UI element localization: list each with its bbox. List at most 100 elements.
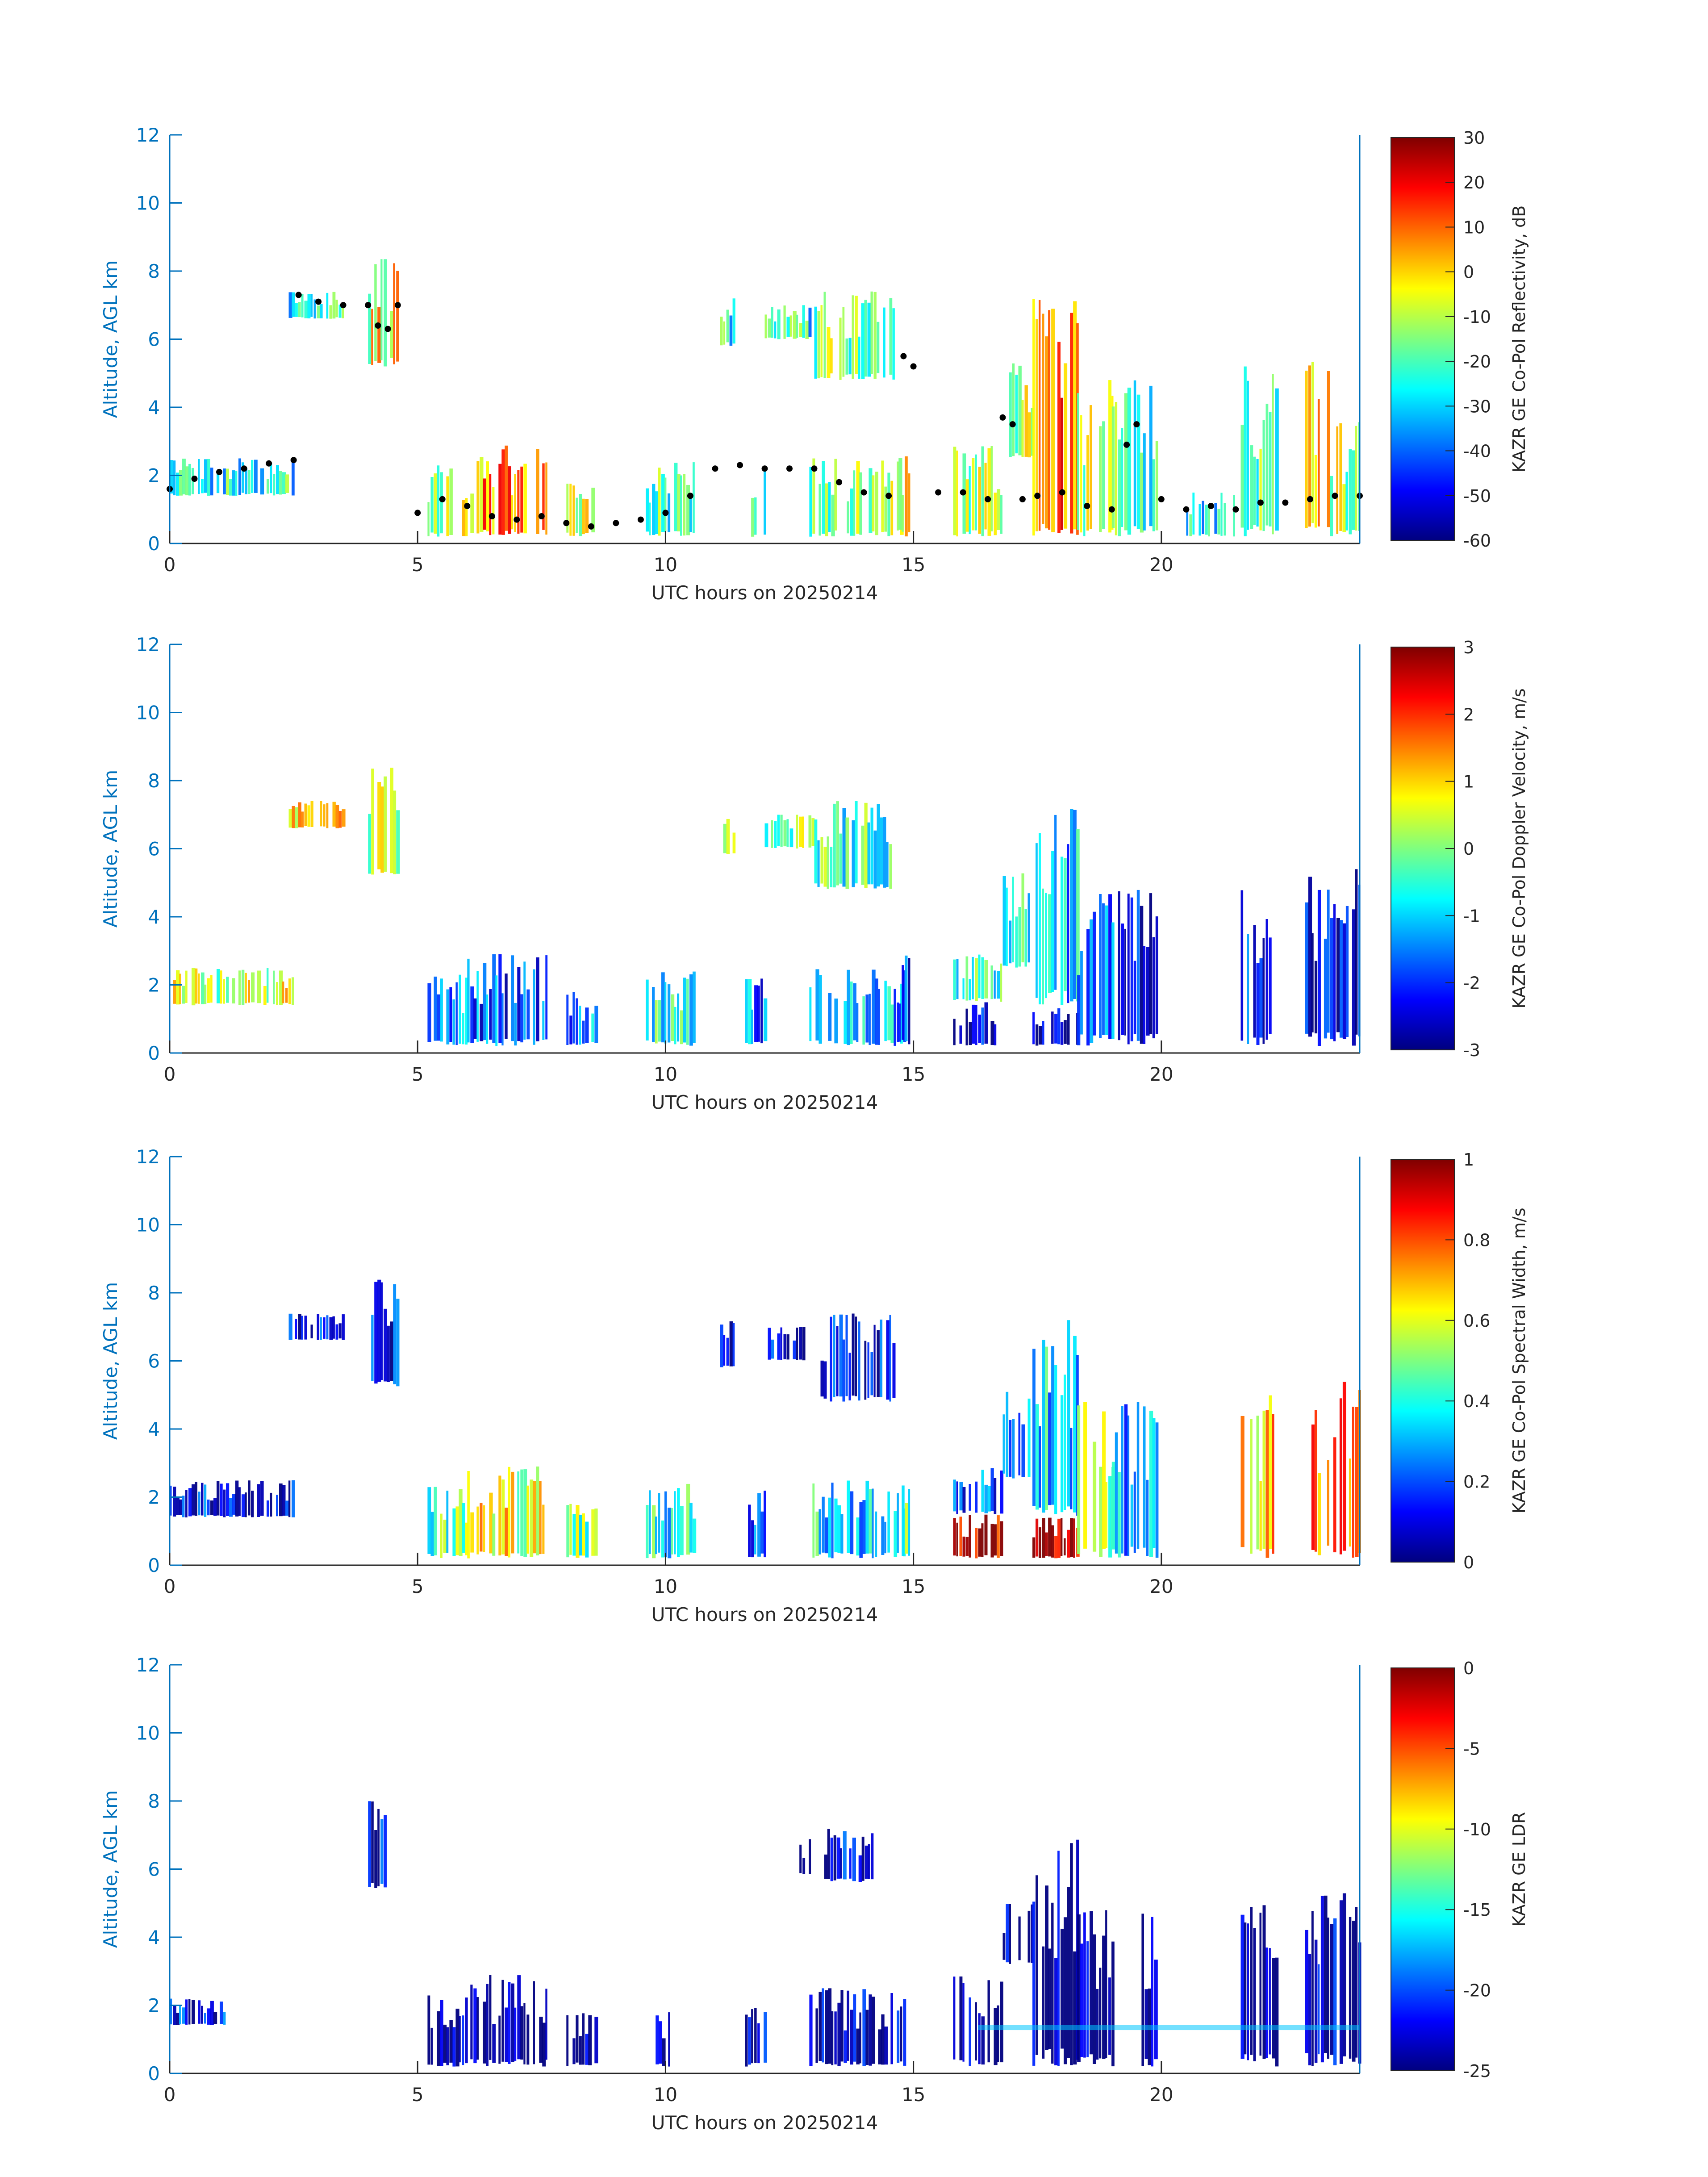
cloud-base-point	[1332, 493, 1338, 499]
echo-region	[371, 1279, 400, 1387]
cloud-base-point	[637, 516, 644, 523]
echo-region	[1240, 1395, 1274, 1558]
x-tick-label: 5	[412, 2084, 424, 2106]
echo-region	[1305, 362, 1330, 528]
echo-region	[427, 1995, 468, 2067]
y-tick-label: 2	[148, 974, 160, 996]
colorbar-tick-label: 3	[1463, 638, 1474, 657]
colorbar-tick-label: 10	[1463, 217, 1485, 237]
cloud-base-point	[761, 465, 768, 472]
echo-region	[1305, 869, 1361, 1046]
y-tick-label: 10	[136, 1214, 160, 1236]
cloud-base-point	[563, 520, 570, 526]
echo-region	[1111, 380, 1158, 536]
colorbar-tick-label: 2	[1463, 705, 1474, 724]
echo-region	[1032, 1839, 1079, 2066]
colorbar-tick-label: 1	[1463, 772, 1474, 792]
colorbar-tick-label: 30	[1463, 128, 1485, 148]
spectral-width-x-axis-label: UTC hours on 20250214	[651, 1604, 878, 1625]
y-tick-label: 4	[148, 906, 160, 928]
echo-region	[1077, 894, 1115, 1046]
cloud-base-point	[1183, 506, 1190, 513]
colorbar-tick-label: -3	[1463, 1040, 1480, 1060]
echo-region	[288, 801, 346, 828]
echo-region	[745, 2008, 767, 2067]
melting-layer-band	[977, 2025, 1360, 2031]
echo-region	[1002, 1391, 1031, 1479]
cloud-base-point	[1019, 496, 1026, 502]
echo-region	[768, 1327, 806, 1361]
ldr-x-axis-label: UTC hours on 20250214	[651, 2112, 878, 2134]
echo-region	[467, 1467, 545, 1559]
colorbar-tick-label: -2	[1463, 974, 1480, 993]
cloud-base-point	[1158, 496, 1165, 502]
colorbar-tick-label: 0.4	[1463, 1391, 1490, 1411]
echo-region	[764, 815, 815, 849]
echo-region	[898, 955, 910, 1045]
echo-region	[1002, 1904, 1034, 1964]
y-tick-label: 4	[148, 397, 160, 418]
colorbar-tick-label: -10	[1463, 1820, 1491, 1839]
cloud-base-point	[910, 363, 917, 370]
y-tick-label: 12	[136, 124, 160, 146]
echo-region	[566, 2013, 598, 2066]
x-tick-label: 10	[654, 1575, 677, 1597]
cloud-base-point	[266, 460, 272, 467]
echo-region	[745, 978, 768, 1045]
x-tick-label: 15	[902, 2084, 925, 2106]
x-tick-label: 20	[1149, 2084, 1173, 2106]
y-tick-label: 4	[148, 1926, 160, 1948]
echo-region	[288, 1313, 345, 1340]
cloud-base-point	[340, 302, 347, 309]
echo-region	[1036, 809, 1080, 1005]
echo-region	[656, 2012, 670, 2067]
echo-region	[646, 971, 696, 1046]
y-tick-label: 8	[148, 1790, 160, 1812]
x-tick-label: 20	[1149, 554, 1173, 576]
echo-region	[427, 465, 468, 537]
echo-region	[799, 1839, 811, 1874]
echo-region	[1111, 1402, 1159, 1558]
y-tick-label: 2	[148, 1487, 160, 1508]
x-tick-label: 15	[902, 1063, 925, 1085]
cloud-base-point	[1108, 506, 1115, 513]
cloud-base-point	[464, 503, 471, 510]
cloud-base-point	[191, 476, 198, 482]
colorbar-tick-label: 1	[1463, 1150, 1474, 1170]
y-tick-label: 6	[148, 1859, 160, 1880]
y-tick-label: 6	[148, 1350, 160, 1372]
cloud-base-point	[1307, 496, 1313, 502]
echo-region	[812, 1480, 906, 1559]
colorbar-tick-label: 0.2	[1463, 1472, 1490, 1492]
cloud-base-point	[414, 510, 421, 516]
echo-region	[170, 1998, 226, 2025]
x-tick-label: 5	[412, 1063, 424, 1085]
y-tick-label: 0	[148, 2063, 160, 2085]
colorbar	[1391, 137, 1455, 541]
cloud-base-point	[811, 465, 818, 472]
cloud-base-point	[836, 479, 843, 485]
cloud-base-point	[662, 510, 669, 516]
x-tick-label: 0	[164, 1063, 176, 1085]
x-tick-label: 10	[654, 2084, 677, 2106]
colorbar	[1391, 647, 1455, 1050]
cloud-base-point	[1282, 499, 1289, 506]
echo-region	[170, 1480, 295, 1517]
cloud-base-point	[999, 414, 1006, 421]
reflectivity-panel: Altitude, AGL km UTC hours on 20250214 K…	[100, 124, 1529, 604]
cloud-base-point	[241, 465, 247, 472]
cloud-base-point	[860, 489, 867, 496]
echo-region	[1186, 493, 1235, 537]
y-tick-label: 8	[148, 770, 160, 792]
echo-region	[820, 1313, 896, 1402]
echo-region	[809, 1988, 906, 2066]
colorbar-tick-label: -15	[1463, 1900, 1491, 1920]
cloud-base-point	[514, 516, 520, 523]
colorbar-tick-label: -30	[1463, 397, 1491, 416]
colorbar-tick-label: 0	[1463, 839, 1474, 859]
echo-region	[953, 1468, 1004, 1514]
cloud-base-point	[960, 489, 966, 496]
y-tick-label: 12	[136, 634, 160, 656]
cloud-base-point	[786, 465, 793, 472]
